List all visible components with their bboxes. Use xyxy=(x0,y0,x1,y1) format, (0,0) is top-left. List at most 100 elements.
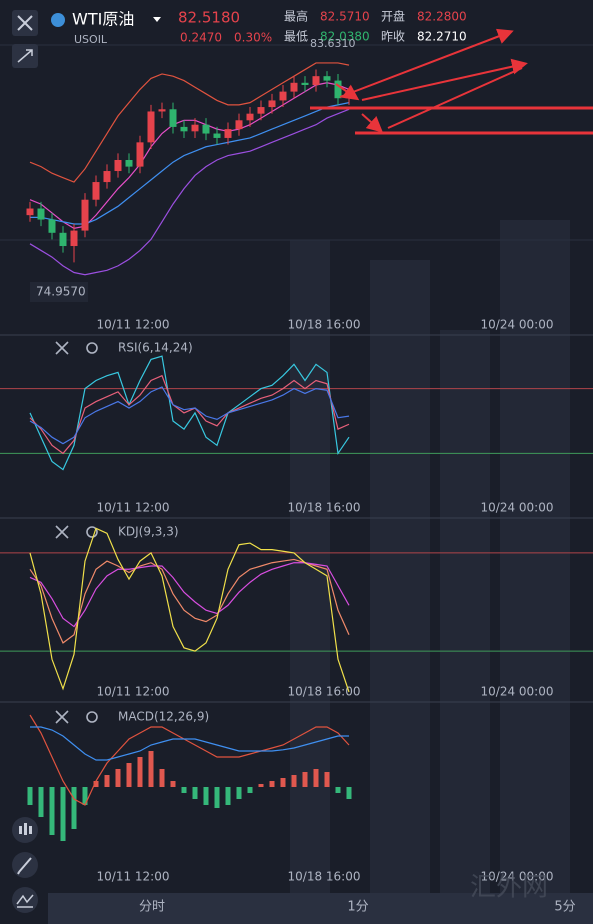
macd-bar xyxy=(335,787,341,793)
min-price-box xyxy=(30,282,88,302)
time-label: 10/18 16:00 xyxy=(288,685,361,699)
low-label: 最低 xyxy=(284,30,308,44)
shrink-icon xyxy=(17,49,33,63)
time-label: 10/24 00:00 xyxy=(481,501,554,515)
time-label: 10/11 12:00 xyxy=(97,318,170,332)
indicator-line xyxy=(29,355,350,471)
macd-bar xyxy=(49,787,55,835)
high-label: 最高 xyxy=(284,9,308,24)
macd-bar xyxy=(137,757,143,787)
period-tab[interactable]: 5分 xyxy=(554,900,575,915)
price-change-pct: 0.30% xyxy=(234,31,272,45)
candle-body xyxy=(202,124,210,134)
indicator-line xyxy=(29,714,350,806)
indicator-line xyxy=(29,562,350,628)
macd-bar xyxy=(258,784,264,787)
candle-body xyxy=(290,82,298,92)
time-label: 10/11 12:00 xyxy=(97,685,170,699)
min-price-label: 74.9570 xyxy=(36,285,86,299)
macd-bar xyxy=(71,787,77,829)
macd-bar xyxy=(170,781,176,787)
candle-body xyxy=(37,208,45,220)
macd-bar xyxy=(291,775,297,787)
analyst-annotations xyxy=(310,28,593,135)
macd-bar xyxy=(269,781,275,787)
macd-bar xyxy=(27,787,33,805)
symbol-name[interactable]: WTI原油 xyxy=(72,10,134,29)
indicator-line xyxy=(29,62,350,183)
macd-title: MACD(12,26,9) xyxy=(118,710,209,724)
macd-bar xyxy=(104,775,110,787)
macd-bar xyxy=(280,778,286,787)
indicator-line xyxy=(29,386,350,445)
candle-body xyxy=(312,76,320,85)
last-price: 82.5180 xyxy=(178,9,240,27)
candle-body xyxy=(114,160,122,172)
time-label: 10/18 16:00 xyxy=(288,501,361,515)
candle-body xyxy=(246,113,254,121)
candle-body xyxy=(92,182,100,200)
macd-bar xyxy=(247,787,253,793)
indicator-line xyxy=(29,558,350,644)
macd-bar xyxy=(38,787,44,817)
watermark: 汇外网 xyxy=(470,873,548,903)
macd-bar xyxy=(225,787,231,805)
plot-area xyxy=(0,62,593,841)
candle-body xyxy=(48,219,56,233)
period-tab[interactable]: 分时 xyxy=(139,900,165,915)
rsi-title: RSI(6,14,24) xyxy=(118,341,193,355)
macd-bar xyxy=(192,787,198,799)
panel-dividers xyxy=(0,44,593,703)
time-label: 10/24 00:00 xyxy=(481,685,554,699)
candle-body xyxy=(301,82,309,85)
candle-body xyxy=(103,171,111,183)
macd-bar xyxy=(302,772,308,787)
candle-body xyxy=(224,129,232,138)
city-backdrop xyxy=(290,220,570,900)
period-bar xyxy=(48,893,593,924)
candle-body xyxy=(180,126,188,132)
macd-bar xyxy=(159,769,165,787)
indicator-line xyxy=(30,726,349,761)
indicator-line xyxy=(29,108,350,276)
open-label: 开盘 xyxy=(381,9,405,24)
max-price-label: 83.6310 xyxy=(310,37,356,50)
macd-bar xyxy=(203,787,209,805)
candle-body xyxy=(345,96,353,99)
time-axis: 10/11 12:00 10/18 16:00 10/24 00:00 10/1… xyxy=(97,318,554,884)
time-label: 10/18 16:00 xyxy=(288,870,361,884)
candle-body xyxy=(213,133,221,138)
candle-body xyxy=(268,100,276,108)
macd-bar xyxy=(214,787,220,808)
indicator-icons xyxy=(55,341,98,724)
period-tab[interactable]: 1分 xyxy=(347,900,368,915)
candle-body xyxy=(26,208,34,216)
prev-label: 昨收 xyxy=(381,30,405,44)
macd-bar xyxy=(115,769,121,787)
candle-body xyxy=(191,124,199,132)
kdj-title: KDJ(9,3,3) xyxy=(118,525,179,539)
candle-body xyxy=(334,80,342,99)
time-label: 10/11 12:00 xyxy=(97,870,170,884)
time-label: 10/24 00:00 xyxy=(481,870,554,884)
dropdown-caret[interactable] xyxy=(153,17,161,22)
macd-bar xyxy=(324,772,330,787)
candle-body xyxy=(81,199,89,231)
prev-value: 82.2710 xyxy=(417,30,467,44)
macd-bar xyxy=(148,751,154,787)
macd-bar xyxy=(236,787,242,799)
candle-body xyxy=(323,76,331,81)
candle-body xyxy=(235,120,243,130)
high-value: 82.5710 xyxy=(320,10,370,24)
side-tools xyxy=(12,817,38,913)
candle-body xyxy=(147,111,155,143)
macd-bar xyxy=(126,763,132,787)
macd-bar xyxy=(313,769,319,787)
macd-bar xyxy=(60,787,66,841)
macd-bar xyxy=(181,787,187,793)
indicator-line xyxy=(29,374,350,455)
candle-body xyxy=(59,232,67,247)
macd-bar xyxy=(93,781,99,787)
price-change: 0.2470 xyxy=(180,31,222,45)
